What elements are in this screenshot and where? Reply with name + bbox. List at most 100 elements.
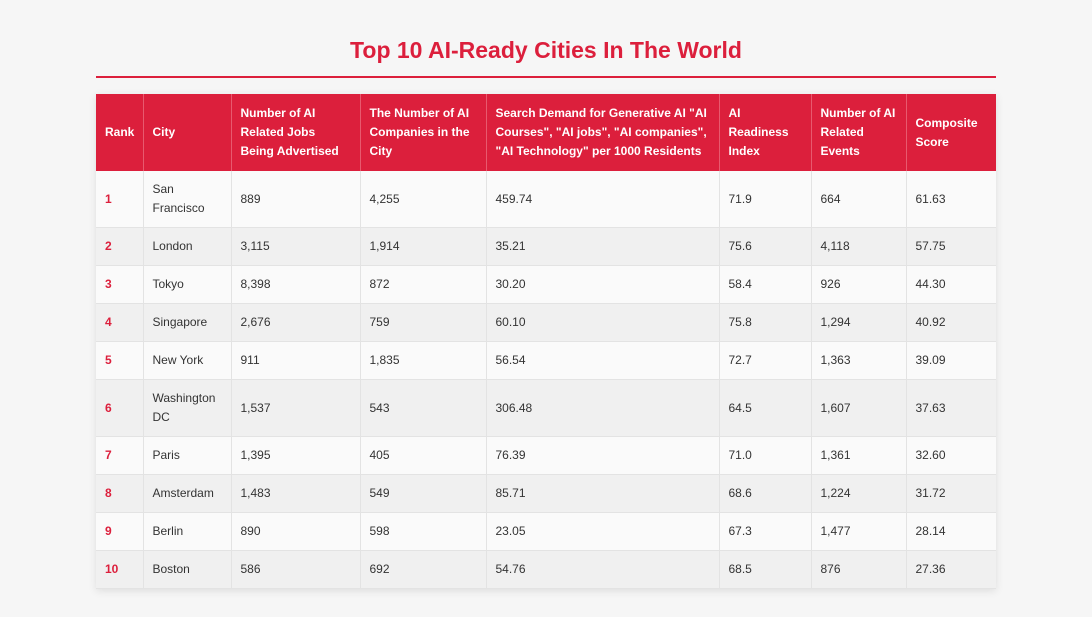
header-companies: The Number of AI Companies in the City [360,94,487,171]
readiness-cell: 68.5 [719,550,812,589]
events-cell: 926 [811,265,907,304]
events-cell: 876 [811,550,907,589]
readiness-cell: 72.7 [719,341,812,380]
rank-cell: 4 [96,303,144,342]
score-cell: 39.09 [906,341,996,380]
companies-cell: 598 [360,512,487,551]
score-cell: 27.36 [906,550,996,589]
rank-cell: 8 [96,474,144,513]
jobs-cell: 1,395 [231,436,361,475]
header-search-demand: Search Demand for Generative AI "AI Cour… [486,94,720,171]
search-demand-cell: 76.39 [486,436,720,475]
jobs-cell: 3,115 [231,227,361,266]
search-demand-cell: 85.71 [486,474,720,513]
events-cell: 4,118 [811,227,907,266]
readiness-cell: 67.3 [719,512,812,551]
events-cell: 1,224 [811,474,907,513]
rank-cell: 2 [96,227,144,266]
search-demand-cell: 23.05 [486,512,720,551]
city-cell: New York [143,341,232,380]
companies-cell: 549 [360,474,487,513]
title-divider [96,76,996,78]
companies-cell: 405 [360,436,487,475]
score-cell: 37.63 [906,379,996,437]
header-city: City [143,94,232,171]
search-demand-cell: 306.48 [486,379,720,437]
search-demand-cell: 56.54 [486,341,720,380]
table-header: Rank City Number of AI Related Jobs Bein… [96,94,996,171]
search-demand-cell: 60.10 [486,303,720,342]
score-cell: 40.92 [906,303,996,342]
search-demand-cell: 30.20 [486,265,720,304]
page-title: Top 10 AI-Ready Cities In The World [350,37,742,63]
jobs-cell: 8,398 [231,265,361,304]
companies-cell: 1,914 [360,227,487,266]
score-cell: 31.72 [906,474,996,513]
jobs-cell: 586 [231,550,361,589]
ranking-table: Rank City Number of AI Related Jobs Bein… [96,94,996,589]
companies-cell: 692 [360,550,487,589]
city-cell: Singapore [143,303,232,342]
table-row: 6 Washington DC 1,537 543 306.48 64.5 1,… [96,379,996,437]
search-demand-cell: 35.21 [486,227,720,266]
jobs-cell: 2,676 [231,303,361,342]
events-cell: 1,361 [811,436,907,475]
companies-cell: 4,255 [360,171,487,228]
search-demand-cell: 459.74 [486,171,720,228]
companies-cell: 872 [360,265,487,304]
score-cell: 28.14 [906,512,996,551]
header-rank: Rank [96,94,144,171]
readiness-cell: 71.9 [719,171,812,228]
events-cell: 1,607 [811,379,907,437]
search-demand-cell: 54.76 [486,550,720,589]
header-events: Number of AI Related Events [811,94,907,171]
events-cell: 664 [811,171,907,228]
table-row: 10 Boston 586 692 54.76 68.5 876 27.36 [96,550,996,589]
rank-cell: 5 [96,341,144,380]
table-row: 5 New York 911 1,835 56.54 72.7 1,363 39… [96,341,996,380]
rank-cell: 1 [96,171,144,228]
score-cell: 32.60 [906,436,996,475]
city-cell: Amsterdam [143,474,232,513]
city-cell: San Francisco [143,171,232,228]
jobs-cell: 890 [231,512,361,551]
city-cell: Berlin [143,512,232,551]
events-cell: 1,477 [811,512,907,551]
table-row: 7 Paris 1,395 405 76.39 71.0 1,361 32.60 [96,436,996,475]
rank-cell: 9 [96,512,144,551]
city-cell: London [143,227,232,266]
rank-cell: 3 [96,265,144,304]
city-cell: Boston [143,550,232,589]
jobs-cell: 1,537 [231,379,361,437]
companies-cell: 1,835 [360,341,487,380]
table-row: 1 San Francisco 889 4,255 459.74 71.9 66… [96,171,996,228]
readiness-cell: 68.6 [719,474,812,513]
readiness-cell: 75.6 [719,227,812,266]
readiness-cell: 75.8 [719,303,812,342]
header-readiness-index: AI Readiness Index [719,94,812,171]
table-body: 1 San Francisco 889 4,255 459.74 71.9 66… [96,171,996,589]
table-row: 3 Tokyo 8,398 872 30.20 58.4 926 44.30 [96,265,996,304]
score-cell: 44.30 [906,265,996,304]
header-jobs: Number of AI Related Jobs Being Advertis… [231,94,361,171]
rank-cell: 7 [96,436,144,475]
score-cell: 61.63 [906,171,996,228]
table-row: 8 Amsterdam 1,483 549 85.71 68.6 1,224 3… [96,474,996,513]
rank-cell: 10 [96,550,144,589]
companies-cell: 759 [360,303,487,342]
jobs-cell: 1,483 [231,474,361,513]
jobs-cell: 911 [231,341,361,380]
table-row: 4 Singapore 2,676 759 60.10 75.8 1,294 4… [96,303,996,342]
events-cell: 1,294 [811,303,907,342]
companies-cell: 543 [360,379,487,437]
readiness-cell: 71.0 [719,436,812,475]
jobs-cell: 889 [231,171,361,228]
city-cell: Tokyo [143,265,232,304]
city-cell: Washington DC [143,379,232,437]
header-row: Rank City Number of AI Related Jobs Bein… [96,94,996,171]
readiness-cell: 58.4 [719,265,812,304]
score-cell: 57.75 [906,227,996,266]
header-composite-score: Composite Score [906,94,996,171]
rank-cell: 6 [96,379,144,437]
